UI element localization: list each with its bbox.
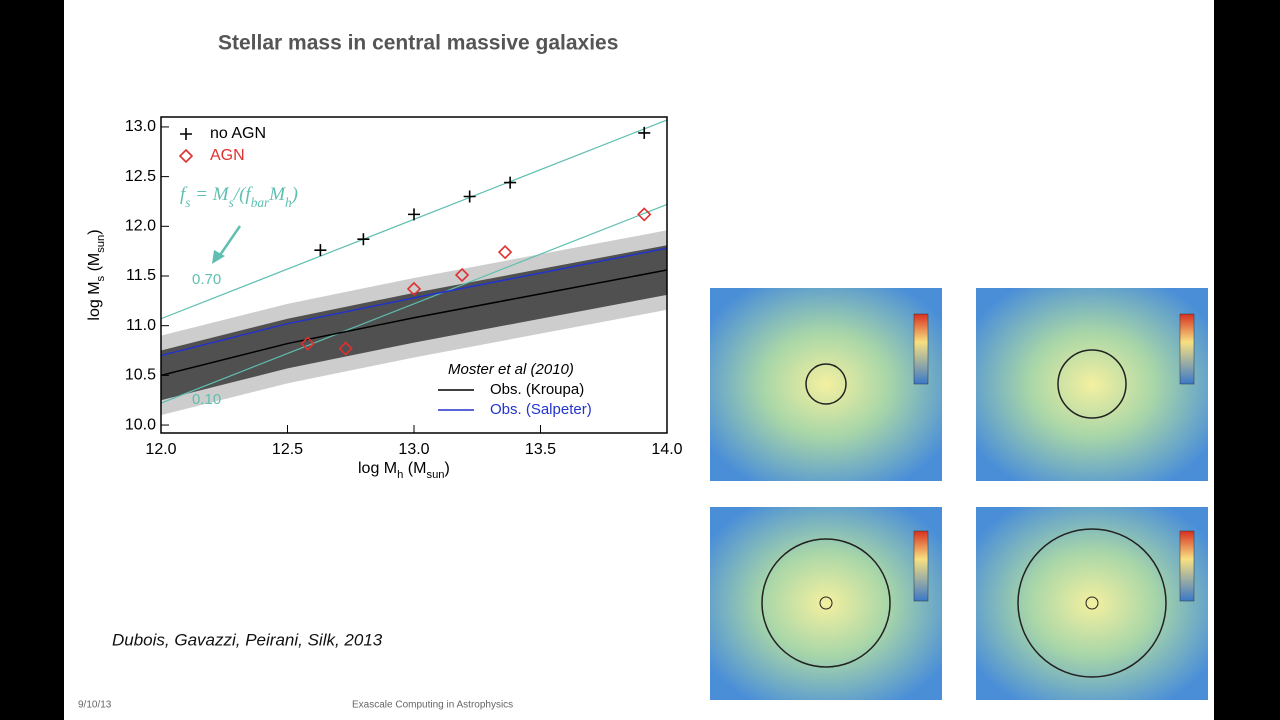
text-part: ) [445,460,450,477]
y-tick-label: 11.5 [126,267,156,284]
point [408,208,420,221]
point [406,281,422,297]
slide-title: Stellar mass in central massive galaxies [218,32,618,55]
citation: Dubois, Gavazzi, Peirani, Silk, 2013 [112,630,383,649]
x-tick-label: 12.5 [272,441,303,458]
y-tick-label: 11.0 [126,317,156,334]
point [637,207,652,222]
subscript: s [185,195,190,210]
text-part: log M [358,460,397,477]
point [497,245,513,260]
legend-label: Obs. (Kroupa) [490,381,584,398]
x-tick-label: 13.5 [525,441,556,458]
x-tick-label: 12.0 [145,441,176,458]
point [357,233,370,246]
fs-label: 0.10 [192,391,221,408]
subscript: h [285,195,292,210]
subscript: sun [426,469,444,481]
right-bar [1214,0,1280,720]
text-part: f [180,184,188,205]
text-part: ) [291,184,298,205]
simulation-panels [710,288,1208,700]
point [454,267,470,283]
point [300,336,315,351]
subscript: h [397,469,403,481]
x-tick-label: 14.0 [651,441,682,458]
plot-area [161,119,667,416]
text-part: ) [86,229,103,234]
arrow-head [212,250,225,264]
legend-label: Obs. (Salpeter) [490,401,592,418]
subscript: sun [95,235,107,253]
text-part: = M [190,184,229,205]
formula: fs = Ms/(fbarMh) [180,184,298,209]
fs-label: 0.70 [192,271,221,288]
point [638,126,651,139]
subscript: bar [251,195,270,210]
point [504,176,517,189]
point [338,341,353,356]
x-tick-label: 13.0 [398,441,429,458]
left-bar [0,0,64,720]
footer: Exascale Computing in Astrophysics [352,700,513,711]
fs-line [161,203,667,404]
legend-marker [178,148,194,164]
y-tick-label: 10.0 [125,416,156,433]
arrow [216,225,242,259]
scatter-band [161,245,667,401]
legend-marker [180,128,192,140]
obs-line [161,247,667,357]
point [314,244,327,257]
text-part: M [268,184,286,205]
y-axis-label: log Ms (Msun) [86,229,107,320]
reference: Moster et al (2010) [448,361,574,378]
text-part: /(f [233,184,254,205]
y-tick-label: 12.0 [125,218,156,235]
legend-label: AGN [210,147,245,164]
y-tick-label: 13.0 [125,118,156,135]
subscript: s [95,275,107,281]
subscript: s [229,195,234,210]
x-axis-label: log Mh (Msun) [358,460,450,481]
text-part: log M [86,281,103,320]
y-tick-label: 10.5 [125,367,156,384]
text-part: (M [86,253,103,276]
date: 9/10/13 [78,700,112,711]
point [463,190,476,203]
obs-line [161,269,667,377]
legend-label: no AGN [210,125,266,142]
text-part: (M [403,460,426,477]
y-tick-label: 12.5 [125,168,156,185]
